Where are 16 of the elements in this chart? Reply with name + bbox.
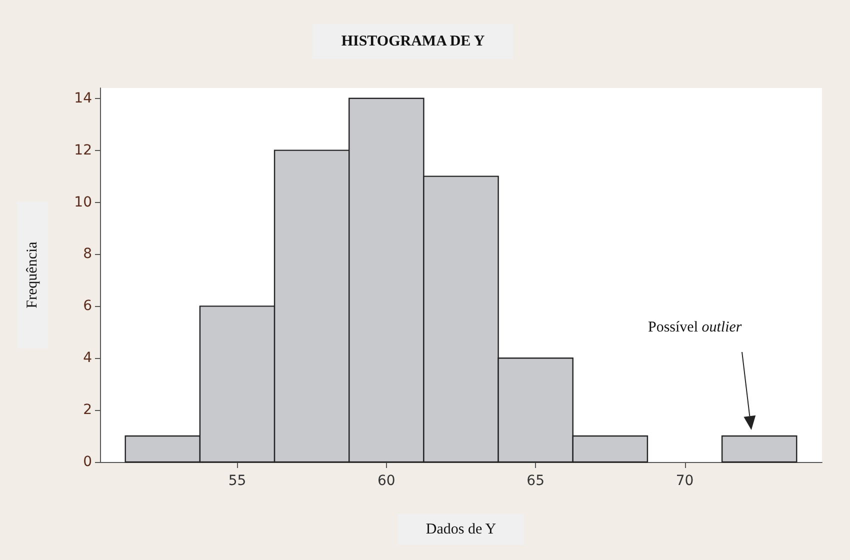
chart-title: HISTOGRAMA DE Y [341,34,485,50]
y-tick-label: 8 [83,246,92,262]
y-tick-label: 10 [74,194,92,210]
y-tick-label: 4 [83,350,92,366]
y-tick-label: 6 [83,298,92,314]
y-tick-label: 12 [74,142,92,158]
x-axis-title: Dados de Y [426,522,496,538]
y-axis-title: Frequência [24,241,40,308]
x-tick-label: 70 [676,473,694,489]
y-tick-label: 0 [83,454,92,470]
x-tick-label: 65 [526,473,544,489]
annotation: Possível outlier [648,320,742,336]
x-tick-label: 60 [378,473,396,489]
x-tick-label: 55 [228,473,246,489]
y-tick-label: 2 [83,402,92,418]
y-tick-label: 14 [74,90,92,106]
